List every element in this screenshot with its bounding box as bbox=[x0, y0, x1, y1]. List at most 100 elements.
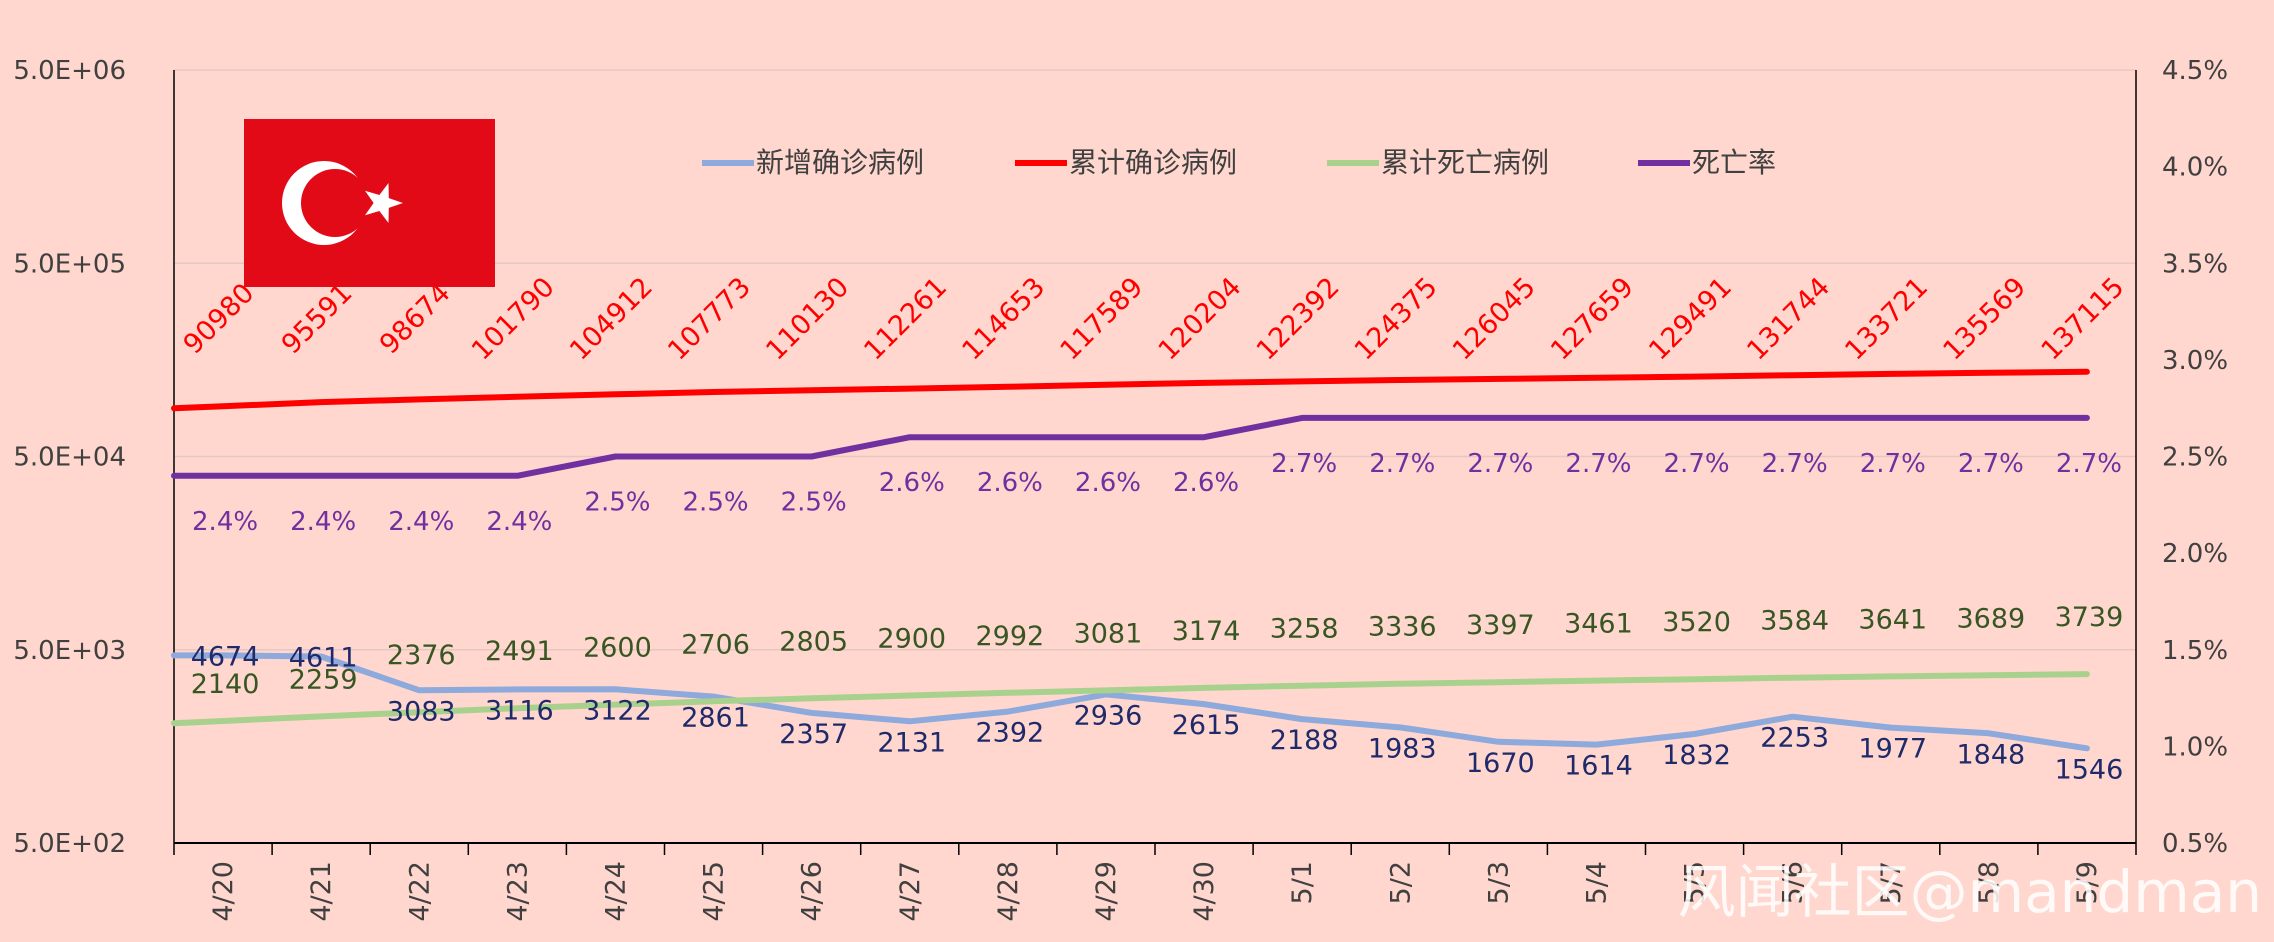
total-cases-label: 110130 bbox=[760, 272, 855, 367]
death-rate-label: 2.7% bbox=[1958, 449, 2024, 479]
new-cases-label: 1848 bbox=[1956, 739, 2025, 770]
total-deaths-label: 2992 bbox=[975, 621, 1044, 652]
total-cases-label: 112261 bbox=[858, 272, 953, 367]
y-right-tick-label: 0.5% bbox=[2162, 829, 2228, 859]
total-deaths-label: 2140 bbox=[191, 669, 260, 700]
y-left-tick-label: 5.0E+04 bbox=[13, 443, 126, 473]
death-rate-label: 2.5% bbox=[781, 488, 847, 518]
total-deaths-label: 3174 bbox=[1172, 616, 1241, 647]
turkey-flag-icon bbox=[244, 119, 495, 287]
x-tick-label: 5/3 bbox=[1483, 861, 1514, 904]
x-tick-label: 4/27 bbox=[895, 861, 926, 922]
new-cases-label: 2615 bbox=[1172, 710, 1241, 741]
total-deaths-label: 3258 bbox=[1270, 614, 1339, 645]
new-cases-label: 2936 bbox=[1074, 700, 1143, 731]
new-cases-line bbox=[171, 652, 2090, 752]
total-deaths-label: 3520 bbox=[1662, 607, 1731, 638]
death-rate-label: 2.6% bbox=[1075, 468, 1141, 498]
x-tick-label: 5/5 bbox=[1680, 861, 1711, 904]
total-cases-label: 98674 bbox=[374, 278, 457, 361]
total-deaths-label: 3689 bbox=[1956, 603, 2025, 634]
total-cases-label: 90980 bbox=[178, 278, 261, 361]
death-rate-label: 2.7% bbox=[1467, 449, 1533, 479]
death-rate-line bbox=[171, 414, 2090, 479]
death-rate-label: 2.4% bbox=[486, 507, 552, 537]
total-cases-label: 124375 bbox=[1349, 272, 1444, 367]
y-right-tick-label: 2.0% bbox=[2162, 539, 2228, 569]
new-cases-label: 4611 bbox=[289, 643, 358, 674]
death-rate-label: 2.6% bbox=[1173, 468, 1239, 498]
death-rate-label: 2.7% bbox=[1565, 449, 1631, 479]
total-deaths-label: 2805 bbox=[779, 626, 848, 657]
total-deaths-label: 2706 bbox=[681, 629, 750, 660]
x-tick-label: 5/8 bbox=[1974, 861, 2005, 904]
total-cases-label: 117589 bbox=[1055, 272, 1150, 367]
x-tick-label: 5/1 bbox=[1287, 861, 1318, 904]
total-cases-label: 126045 bbox=[1447, 272, 1542, 367]
death-rate-label: 2.7% bbox=[1271, 449, 1337, 479]
new-cases-label: 3122 bbox=[583, 695, 652, 726]
x-tick-label: 5/7 bbox=[1876, 861, 1907, 904]
x-tick-label: 5/9 bbox=[2072, 861, 2103, 904]
x-tick-label: 4/28 bbox=[993, 861, 1024, 922]
total-cases-label: 135569 bbox=[1937, 272, 2032, 367]
flag-crescent-inner bbox=[301, 169, 369, 237]
y-left-tick-label: 5.0E+05 bbox=[13, 249, 126, 279]
total-cases-label: 104912 bbox=[564, 272, 659, 367]
legend-label: 新增确诊病例 bbox=[756, 146, 924, 179]
total-deaths-line bbox=[171, 671, 2090, 727]
total-deaths-label: 3397 bbox=[1466, 610, 1535, 641]
total-cases-label: 127659 bbox=[1545, 272, 1640, 367]
total-cases-line bbox=[171, 368, 2090, 412]
death-rate-label: 2.7% bbox=[1369, 449, 1435, 479]
flag-star bbox=[365, 183, 403, 223]
total-deaths-label: 3081 bbox=[1074, 618, 1143, 649]
total-deaths-label: 2900 bbox=[877, 623, 946, 654]
series-lines bbox=[171, 368, 2090, 752]
new-cases-label: 3083 bbox=[387, 696, 456, 727]
new-cases-label: 2357 bbox=[779, 719, 848, 750]
x-tick-label: 4/22 bbox=[404, 861, 435, 922]
death-rate-label: 2.4% bbox=[290, 507, 356, 537]
death-rate-label: 2.4% bbox=[388, 507, 454, 537]
y-left-tick-label: 5.0E+03 bbox=[13, 636, 126, 666]
legend-label: 死亡率 bbox=[1692, 146, 1776, 179]
x-tick-label: 5/4 bbox=[1581, 861, 1612, 904]
total-cases-label: 133721 bbox=[1839, 272, 1934, 367]
gridlines bbox=[174, 69, 2136, 651]
death-rate-label: 2.5% bbox=[584, 488, 650, 518]
new-cases-label: 2392 bbox=[975, 718, 1044, 749]
new-cases-label: 2188 bbox=[1270, 725, 1339, 756]
x-tick-label: 4/29 bbox=[1091, 861, 1122, 922]
legend-label: 累计确诊病例 bbox=[1069, 146, 1237, 179]
death-rate-label: 2.6% bbox=[977, 468, 1043, 498]
x-tick-label: 5/2 bbox=[1385, 861, 1416, 904]
death-rate-label: 2.6% bbox=[879, 468, 945, 498]
new-cases-label: 4674 bbox=[191, 641, 260, 672]
death-rate-label: 2.4% bbox=[192, 507, 258, 537]
x-tick-label: 4/30 bbox=[1189, 861, 1220, 922]
y-right-tick-label: 4.0% bbox=[2162, 153, 2228, 183]
x-tick-label: 5/6 bbox=[1778, 861, 1809, 904]
total-cases-label: 107773 bbox=[662, 272, 757, 367]
legend: 新增确诊病例 累计确诊病例 累计死亡病例 死亡率 bbox=[702, 146, 1776, 179]
total-cases-label: 120204 bbox=[1153, 272, 1248, 367]
total-cases-label: 122392 bbox=[1251, 272, 1346, 367]
y-right-tick-label: 3.5% bbox=[2162, 249, 2228, 279]
x-tick-label: 4/24 bbox=[600, 861, 631, 922]
new-cases-label: 1977 bbox=[1858, 734, 1927, 765]
new-cases-label: 2861 bbox=[681, 703, 750, 734]
axes: 5.0E+02 5.0E+03 5.0E+04 5.0E+05 5.0E+06 0.5% 1… bbox=[13, 56, 2228, 922]
new-cases-label: 1546 bbox=[2055, 754, 2124, 785]
y-right-tick-label: 3.0% bbox=[2162, 346, 2228, 376]
y-right-tick-label: 1.0% bbox=[2162, 732, 2228, 762]
total-cases-label: 131744 bbox=[1741, 272, 1836, 367]
new-cases-label: 1983 bbox=[1368, 733, 1437, 764]
watermark-text: 风闻社区@mandman bbox=[1678, 858, 2262, 926]
total-cases-label: 137115 bbox=[2036, 272, 2131, 367]
y-left-tick-label: 5.0E+02 bbox=[13, 829, 126, 859]
y-right-tick-label: 1.5% bbox=[2162, 636, 2228, 666]
x-tick-label: 4/21 bbox=[306, 861, 337, 922]
flag-background bbox=[244, 119, 495, 287]
